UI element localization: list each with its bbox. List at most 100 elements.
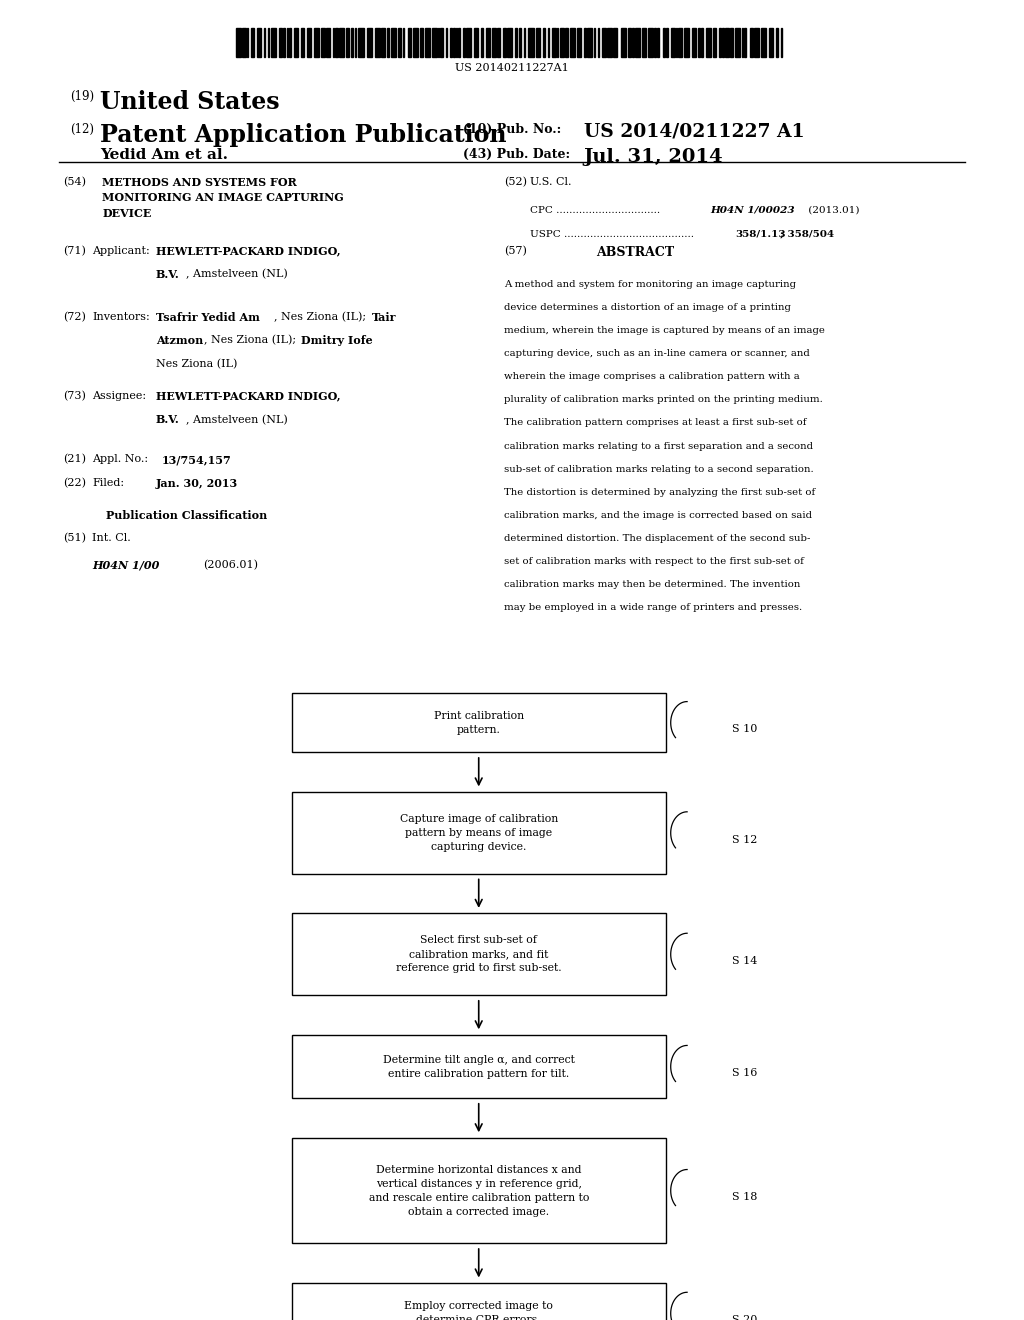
Bar: [666, 28, 668, 57]
Bar: [735, 28, 740, 57]
Bar: [321, 28, 325, 57]
Bar: [587, 28, 592, 57]
Bar: [257, 28, 261, 57]
Bar: [486, 28, 490, 57]
Bar: [474, 28, 478, 57]
Text: Capture image of calibration
pattern by means of image
capturing device.: Capture image of calibration pattern by …: [399, 814, 558, 851]
Text: Publication Classification: Publication Classification: [105, 510, 267, 520]
Bar: [598, 28, 599, 57]
Bar: [515, 28, 517, 57]
Bar: [648, 28, 653, 57]
Text: S 16: S 16: [732, 1068, 758, 1078]
Text: Inventors:: Inventors:: [92, 312, 150, 322]
Text: , Amstelveen (NL): , Amstelveen (NL): [186, 269, 288, 280]
Text: (73): (73): [63, 391, 86, 401]
Bar: [425, 28, 430, 57]
Bar: [450, 28, 452, 57]
Text: (71): (71): [63, 246, 86, 256]
Text: B.V.: B.V.: [156, 269, 179, 280]
Text: HEWLETT-PACKARD INDIGO,: HEWLETT-PACKARD INDIGO,: [156, 246, 340, 256]
Text: capturing device, such as an in-line camera or scanner, and: capturing device, such as an in-line cam…: [504, 348, 810, 358]
Bar: [413, 28, 418, 57]
Bar: [713, 28, 716, 57]
Bar: [632, 28, 634, 57]
Bar: [420, 28, 423, 57]
Text: (21): (21): [63, 454, 86, 465]
Text: S 14: S 14: [732, 956, 758, 966]
Bar: [446, 28, 447, 57]
Bar: [761, 28, 766, 57]
Text: (57): (57): [504, 246, 526, 256]
Bar: [287, 28, 288, 57]
Bar: [507, 28, 512, 57]
Bar: [678, 28, 682, 57]
Text: United States: United States: [100, 90, 280, 114]
Bar: [236, 28, 241, 57]
Bar: [408, 28, 411, 57]
Text: , Nes Ziona (IL);: , Nes Ziona (IL);: [274, 312, 370, 322]
Text: US 20140211227A1: US 20140211227A1: [455, 63, 569, 74]
Bar: [706, 28, 711, 57]
Bar: [719, 28, 721, 57]
Bar: [326, 28, 330, 57]
Text: (72): (72): [63, 312, 86, 322]
Bar: [438, 28, 439, 57]
Text: Applicant:: Applicant:: [92, 246, 150, 256]
Bar: [781, 28, 782, 57]
Bar: [528, 28, 534, 57]
Text: USPC ........................................: USPC ...................................…: [530, 230, 697, 239]
Bar: [292, 792, 666, 874]
Bar: [283, 28, 285, 57]
Text: H04N 1/00: H04N 1/00: [92, 560, 160, 570]
Bar: [307, 28, 311, 57]
Text: sub-set of calibration marks relating to a second separation.: sub-set of calibration marks relating to…: [504, 465, 813, 474]
Bar: [403, 28, 404, 57]
Bar: [387, 28, 389, 57]
Bar: [671, 28, 675, 57]
Text: Employ corrected image to
determine CPR errors.: Employ corrected image to determine CPR …: [404, 1302, 553, 1320]
Bar: [314, 28, 319, 57]
Text: Select first sub-set of
calibration marks, and fit
reference grid to first sub-s: Select first sub-set of calibration mark…: [396, 936, 561, 973]
Bar: [264, 28, 265, 57]
Bar: [698, 28, 700, 57]
Bar: [642, 28, 646, 57]
Text: H04N 1/00023: H04N 1/00023: [711, 206, 796, 215]
Text: US 2014/0211227 A1: US 2014/0211227 A1: [584, 123, 804, 141]
Text: calibration marks, and the image is corrected based on said: calibration marks, and the image is corr…: [504, 511, 812, 520]
Bar: [391, 28, 396, 57]
Bar: [301, 28, 304, 57]
Text: Filed:: Filed:: [92, 478, 124, 488]
Bar: [613, 28, 617, 57]
Text: Jul. 31, 2014: Jul. 31, 2014: [584, 148, 723, 166]
Bar: [692, 28, 696, 57]
Bar: [294, 28, 298, 57]
Text: ; 358/504: ; 358/504: [780, 230, 835, 239]
Bar: [292, 913, 666, 995]
Bar: [776, 28, 778, 57]
Bar: [754, 28, 759, 57]
Text: Patent Application Publication: Patent Application Publication: [100, 123, 507, 147]
Bar: [440, 28, 443, 57]
Bar: [398, 28, 401, 57]
Bar: [602, 28, 606, 57]
Bar: [742, 28, 743, 57]
Bar: [247, 28, 248, 57]
Text: The calibration pattern comprises at least a first sub-set of: The calibration pattern comprises at lea…: [504, 418, 806, 428]
Text: S 10: S 10: [732, 725, 758, 734]
Bar: [381, 28, 385, 57]
Text: 358/1.13: 358/1.13: [735, 230, 785, 239]
Text: device determines a distortion of an image of a printing: device determines a distortion of an ima…: [504, 304, 791, 312]
Text: medium, wherein the image is captured by means of an image: medium, wherein the image is captured by…: [504, 326, 824, 335]
Text: (51): (51): [63, 533, 86, 544]
Text: may be employed in a wide range of printers and presses.: may be employed in a wide range of print…: [504, 603, 802, 612]
Bar: [722, 28, 724, 57]
Text: determined distortion. The displacement of the second sub-: determined distortion. The displacement …: [504, 533, 810, 543]
Text: (19): (19): [70, 90, 94, 103]
Text: S 18: S 18: [732, 1192, 758, 1203]
Bar: [503, 28, 506, 57]
Bar: [676, 28, 677, 57]
Text: (43) Pub. Date:: (43) Pub. Date:: [463, 148, 570, 161]
Text: Dmitry Iofe: Dmitry Iofe: [301, 335, 373, 346]
Text: (10) Pub. No.:: (10) Pub. No.:: [463, 123, 561, 136]
Text: (2013.01): (2013.01): [805, 206, 859, 215]
